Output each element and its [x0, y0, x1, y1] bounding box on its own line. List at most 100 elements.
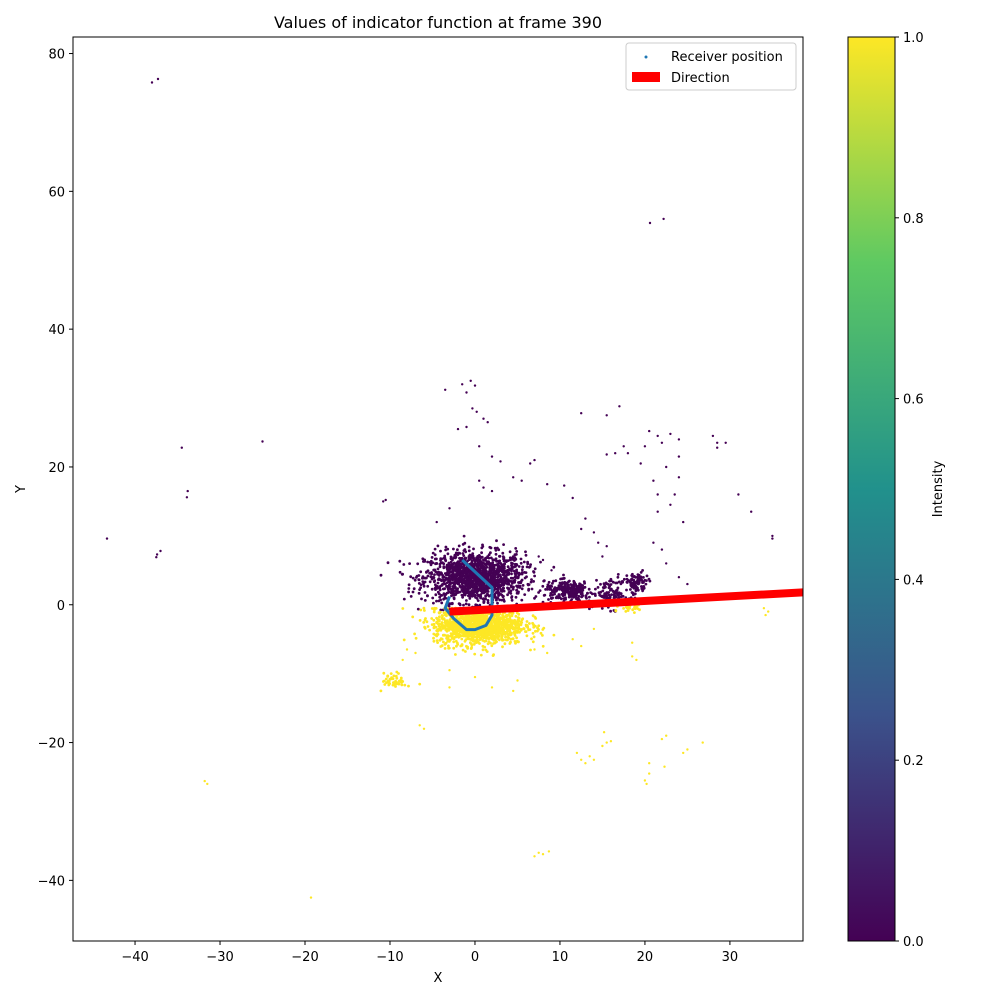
scatter-point — [533, 648, 536, 651]
cluster-point — [473, 621, 477, 625]
cluster-point — [551, 593, 555, 597]
cluster-point — [527, 583, 531, 586]
cluster-point — [434, 625, 438, 629]
cluster-point — [454, 639, 458, 643]
cluster-point — [514, 624, 517, 628]
scatter-point — [203, 779, 206, 783]
cluster-point — [630, 578, 633, 582]
cluster-point — [446, 639, 450, 643]
scatter-point — [482, 417, 485, 420]
cluster-point — [442, 640, 445, 644]
cluster-point — [432, 622, 436, 626]
cluster-point — [409, 595, 413, 598]
cluster-point — [444, 548, 447, 552]
cluster-point — [426, 594, 429, 598]
cluster-point — [446, 563, 449, 567]
scatter-point — [435, 520, 438, 524]
scatter-point — [448, 669, 451, 672]
cluster-point — [584, 594, 588, 597]
cluster-point — [520, 587, 524, 591]
cluster-point — [458, 569, 462, 573]
cluster-point — [379, 689, 383, 693]
cluster-point — [464, 585, 468, 588]
cluster-point — [528, 622, 531, 625]
cluster-point — [430, 587, 434, 591]
cluster-point — [504, 614, 508, 618]
cluster-point — [428, 628, 431, 632]
cluster-point — [425, 620, 429, 624]
scatter-point — [662, 217, 665, 221]
scatter-point — [486, 421, 489, 424]
cluster-point — [454, 653, 457, 656]
cluster-point — [444, 558, 447, 562]
cluster-point — [500, 636, 504, 640]
cluster-point — [463, 619, 467, 623]
cluster-point — [476, 565, 479, 568]
scatter-point — [473, 384, 477, 387]
cluster-point — [522, 560, 526, 564]
scatter-point — [643, 445, 647, 448]
cluster-point — [461, 616, 465, 620]
cluster-point — [425, 576, 428, 580]
cluster-point — [531, 621, 534, 625]
cluster-point — [433, 586, 437, 590]
cluster-point — [462, 581, 466, 585]
cluster-point — [450, 620, 453, 624]
cluster-point — [500, 598, 504, 602]
cluster-point — [494, 629, 497, 632]
y-axis-ticks: −40 −20 0 20 40 60 80 — [38, 48, 73, 889]
colorbar-tick-label: 0.4 — [903, 573, 924, 588]
scatter-point — [471, 407, 474, 410]
cluster-point — [607, 593, 611, 597]
cluster-point — [541, 634, 544, 637]
cluster-point — [497, 585, 500, 588]
cluster-point — [471, 623, 475, 627]
cluster-point — [443, 587, 446, 591]
cluster-point — [395, 670, 399, 674]
scatter-point — [533, 855, 536, 858]
cluster-point — [386, 561, 390, 565]
cluster-point — [510, 598, 514, 602]
cluster-point — [446, 552, 450, 556]
cluster-point — [423, 599, 427, 602]
cluster-point — [476, 579, 480, 582]
scatter-point — [490, 686, 494, 689]
cluster-point — [411, 590, 415, 594]
cluster-point — [558, 581, 562, 585]
colorbar-ticks: 0.0 0.2 0.4 0.6 0.8 1.0 — [895, 31, 924, 950]
cluster-point — [471, 552, 475, 556]
cluster-point — [382, 671, 386, 675]
cluster-point — [485, 565, 489, 569]
cluster-point — [398, 570, 402, 574]
cluster-point — [587, 587, 591, 591]
cluster-point — [551, 596, 554, 600]
cluster-point — [485, 650, 489, 653]
cluster-point — [482, 569, 486, 573]
cluster-point — [525, 620, 529, 623]
cluster-point — [422, 621, 426, 624]
cluster-point — [622, 577, 626, 581]
cluster-point — [431, 551, 435, 555]
cluster-point — [443, 578, 447, 582]
cluster-point — [439, 628, 443, 632]
scatter-point — [448, 507, 451, 510]
cluster-point — [502, 573, 505, 576]
cluster-point — [570, 584, 574, 587]
cluster-point — [492, 578, 496, 582]
cluster-point — [438, 565, 442, 569]
cluster-point — [428, 580, 432, 584]
cluster-point — [515, 568, 518, 572]
cluster-point — [518, 581, 521, 584]
cluster-point — [432, 636, 435, 640]
cluster-point — [597, 591, 601, 595]
cluster-point — [530, 637, 533, 641]
cluster-point — [496, 627, 499, 631]
cluster-point — [443, 554, 447, 558]
cluster-point — [478, 642, 481, 645]
cluster-point — [482, 597, 485, 601]
cluster-point — [454, 569, 458, 573]
cluster-point — [475, 559, 479, 562]
cluster-point — [387, 679, 391, 683]
cluster-point — [566, 588, 570, 592]
